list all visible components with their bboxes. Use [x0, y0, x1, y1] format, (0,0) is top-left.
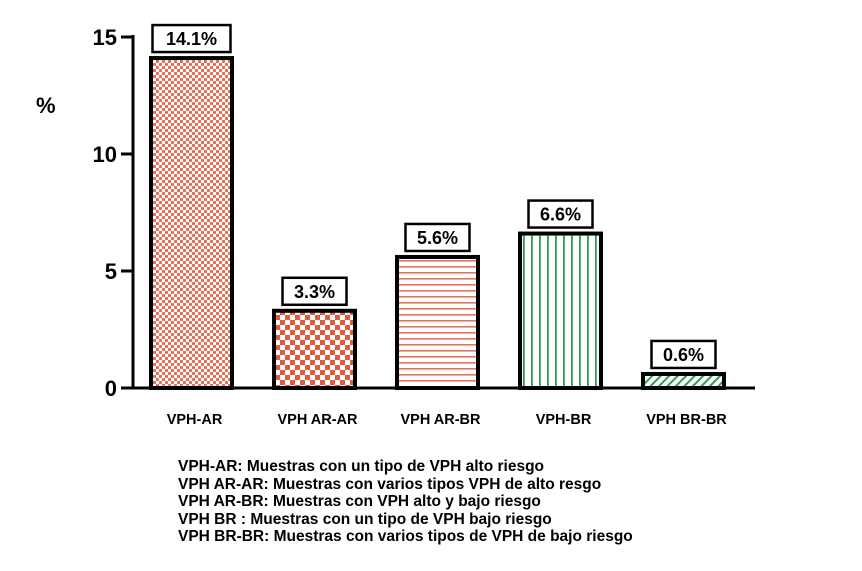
- x-tick-label: VPH BR-BR: [646, 412, 727, 428]
- legend-entry: VPH-AR: Muestras con un tipo de VPH alto…: [178, 458, 545, 475]
- legend-entry: VPH BR-BR: Muestras con varios tipos de …: [178, 528, 633, 546]
- x-tick-label: VPH AR-AR: [277, 412, 358, 428]
- data-label: 6.6%: [540, 205, 581, 225]
- y-tick-label: 15: [93, 25, 117, 50]
- x-axis: VPH-AR VPH AR-AR VPH AR-BR VPH-BR VPH BR-BR: [131, 386, 755, 428]
- legend-entry: VPH BR : Muestras con un tipo de VPH baj…: [178, 510, 552, 528]
- y-tick-label: 10: [93, 142, 117, 167]
- y-axis-label: %: [36, 93, 56, 118]
- data-label: 0.6%: [663, 345, 704, 365]
- data-label-box: [281, 276, 348, 307]
- bar: [395, 254, 480, 390]
- data-label-box: [650, 339, 717, 370]
- bar: [518, 231, 603, 390]
- y-axis: 0 5 10 15: [93, 25, 135, 401]
- data-label: 5.6%: [417, 228, 458, 248]
- legend-entry: VPH AR-AR: Muestras con varios tipos VPH…: [178, 475, 602, 493]
- bar: [149, 56, 234, 391]
- y-tick-label: 0: [105, 376, 117, 401]
- y-tick-label: 5: [105, 259, 117, 284]
- data-label-box: [151, 23, 232, 54]
- bar: [641, 371, 726, 390]
- data-label-box: [404, 222, 471, 253]
- x-tick-label: VPH-BR: [536, 412, 592, 428]
- data-label: 14.1%: [166, 29, 217, 49]
- data-label-box: [527, 199, 594, 229]
- legend-entry: VPH AR-BR: Muestras con VPH alto y bajo …: [178, 493, 541, 511]
- x-tick-label: VPH-AR: [167, 412, 223, 428]
- data-label: 3.3%: [294, 282, 335, 302]
- x-tick-label: VPH AR-BR: [400, 412, 481, 428]
- bar: [272, 308, 357, 390]
- legend: VPH-AR: Muestras con un tipo de VPH alto…: [178, 458, 633, 546]
- bars: 14.1% 3.3% 5.6% 6.6% 0.6%: [149, 23, 726, 391]
